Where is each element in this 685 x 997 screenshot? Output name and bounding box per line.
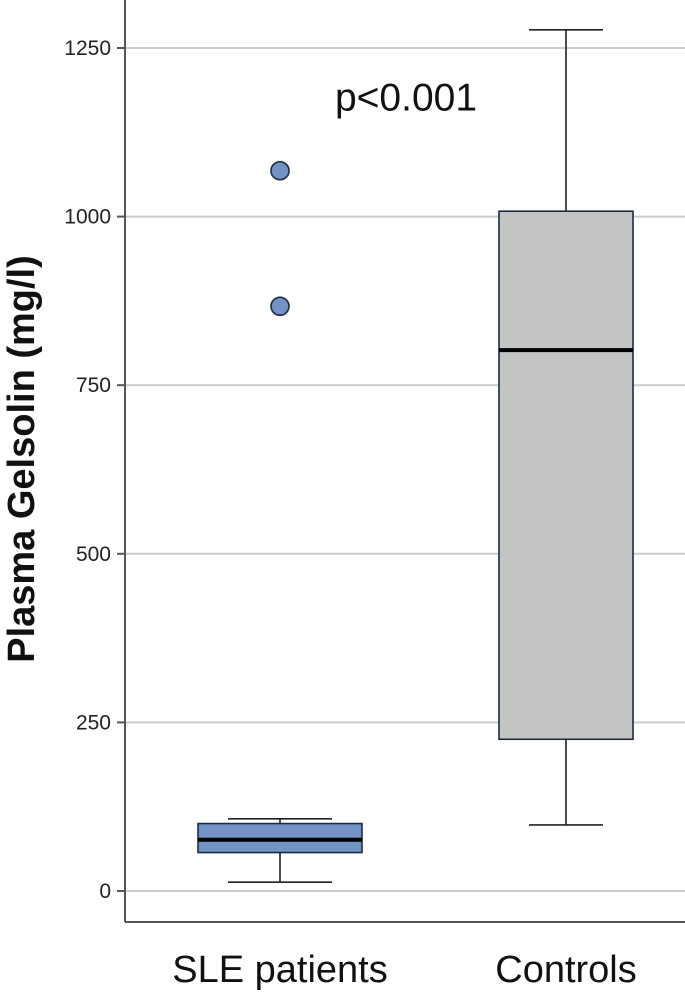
p-value-annotation: p<0.001: [335, 77, 477, 120]
category-labels: SLE patients Controls: [172, 949, 636, 991]
y-tick-label: 750: [76, 374, 111, 397]
axes: [124, 0, 685, 923]
outlier-point: [270, 296, 290, 317]
category-label: SLE patients: [172, 949, 387, 991]
y-tick-label: 1000: [64, 206, 111, 229]
boxes: [197, 28, 634, 884]
iqr-box: [498, 210, 634, 741]
y-tick-labels: 0 250 500 750 1000 1250: [64, 37, 125, 903]
y-axis-label: Plasma Gelsolin (mg/l): [1, 255, 43, 663]
y-tick-label: 500: [76, 543, 111, 566]
outlier-point: [270, 160, 290, 181]
category-label: Controls: [495, 949, 637, 991]
box-controls: [498, 28, 634, 826]
box-sle-patients: [197, 160, 363, 884]
gridlines: [125, 47, 685, 892]
y-tick-label: 0: [99, 880, 111, 903]
y-tick-label: 1250: [64, 37, 111, 60]
y-tick-label: 250: [76, 711, 111, 734]
